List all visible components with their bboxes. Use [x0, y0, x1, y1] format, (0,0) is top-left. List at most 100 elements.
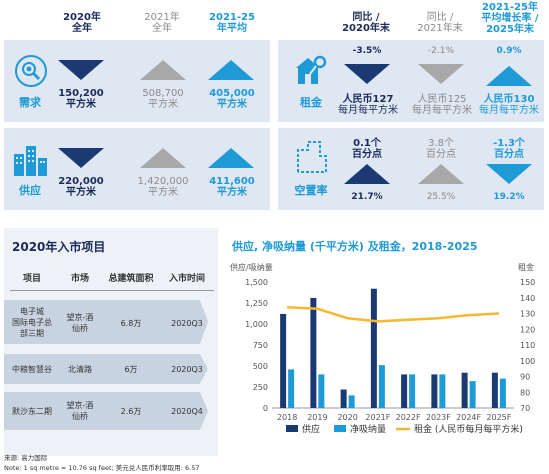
vacancy-change-avg: -1.3个 百分点 — [493, 138, 525, 160]
bar-supply — [491, 372, 498, 408]
table-header-divider — [10, 290, 214, 291]
y-tick-label: 0 — [263, 404, 268, 413]
legend-label-supply: 供应 — [302, 423, 320, 435]
demand-value-2020: 150,200 平方米 — [58, 88, 104, 110]
x-tick-label: 2023F — [426, 413, 451, 422]
table-row-2-project: 中粮智慧谷 — [12, 365, 52, 374]
demand-label: 需求 — [19, 96, 41, 109]
legend-swatch-supply — [286, 425, 298, 432]
demand-value-avg: 405,000 平方米 — [209, 88, 255, 110]
table-row-1-project: 电子城 国际电子总 部三期 — [12, 307, 52, 338]
vacancy-down-arrow-blue — [486, 164, 532, 188]
supply-panel — [4, 128, 270, 210]
bar-supply — [340, 389, 347, 408]
bar-absorption — [288, 369, 295, 408]
vacant-building-icon — [294, 140, 330, 174]
bar-absorption — [409, 374, 416, 408]
bar-absorption — [348, 395, 355, 408]
y-tick-label: 750 — [253, 341, 268, 350]
vacancy-value-2020: 21.7% — [351, 192, 383, 202]
y-tick-label: 250 — [253, 383, 268, 392]
y-tick-label: 1,250 — [245, 299, 268, 308]
rent-down-arrow-grey — [418, 64, 464, 88]
col-header-time: 入市时间 — [168, 274, 205, 284]
supply-label: 供应 — [19, 184, 41, 197]
legend-swatch-absorption — [334, 425, 346, 432]
table-row-2-market: 北清路 — [68, 365, 92, 374]
y2-tick-label: 70 — [520, 404, 530, 413]
x-tick-label: 2019 — [307, 413, 327, 422]
y2-tick-label: 80 — [520, 388, 530, 397]
vacancy-up-arrow-grey — [418, 164, 464, 188]
col-header-market: 市场 — [70, 274, 89, 284]
demand-value-2021: 508,700 平方米 — [142, 88, 184, 110]
rent-yoy-2020: -3.5% — [352, 46, 382, 56]
rent-up-arrow-blue — [486, 66, 532, 90]
x-tick-label: 2022F — [396, 413, 421, 422]
y-axis-label: 供应/吸纳量 — [230, 263, 273, 272]
supply-up-arrow-blue — [208, 148, 254, 172]
bar-absorption — [318, 374, 325, 408]
table-row-3-project: 默沙东二期 — [12, 407, 52, 416]
table-row-3-market: 望京-酒 仙桥 — [66, 401, 94, 421]
table-row-1-market: 望京-酒 仙桥 — [66, 313, 94, 333]
house-key-icon — [292, 52, 330, 88]
rent-value-2020: 人民币127 每月每平方米 — [338, 94, 398, 116]
x-tick-label: 2020 — [337, 413, 357, 422]
demand-up-arrow-blue — [208, 60, 254, 84]
header-yoy-2021: 同比 /2021年末 — [417, 12, 463, 34]
y-tick-label: 1,000 — [245, 320, 268, 329]
x-tick-label: 2025F — [486, 413, 511, 422]
header-2020: 2020年 全年 — [63, 12, 101, 34]
bar-supply — [431, 374, 438, 408]
x-tick-label: 2018 — [277, 413, 297, 422]
bar-supply — [461, 372, 468, 408]
bar-absorption — [439, 374, 446, 408]
rent-avg-growth: 0.9% — [496, 46, 522, 56]
supply-down-arrow — [58, 148, 104, 172]
y2-tick-label: 150 — [520, 278, 535, 287]
vacancy-label: 空置率 — [294, 184, 328, 197]
line-rent — [287, 305, 499, 323]
header-2021: 2021年 全年 — [144, 12, 180, 34]
demand-down-arrow — [58, 60, 104, 84]
supply-value-2021: 1,420,000 平方米 — [137, 176, 189, 198]
header-avg-growth: 2021-25年 平均增长率 /2025年末 — [481, 2, 539, 35]
supply-value-avg: 411,600 平方米 — [209, 176, 255, 198]
rent-value-2025: 人民币130 每月每平方米 — [479, 94, 539, 116]
source-note: 来源: 高力国际 — [4, 454, 48, 462]
chart-title: 供应, 净吸纳量 (千平方米) 及租金，2018-2025 — [232, 240, 478, 253]
vacancy-value-2025: 19.2% — [493, 192, 525, 202]
bar-absorption — [499, 378, 506, 408]
legend-label-absorption: 净吸纳量 — [350, 423, 386, 435]
supply-value-2020: 220,000 平方米 — [58, 176, 104, 198]
table-row-bg — [4, 392, 208, 430]
table-row-2-time: 2020Q3 — [171, 365, 203, 374]
y2-tick-label: 130 — [520, 310, 535, 319]
buildings-icon — [12, 144, 48, 176]
x-tick-label: 2021F — [365, 413, 390, 422]
table-row-bg — [4, 300, 208, 344]
col-header-project: 项目 — [22, 274, 41, 284]
bar-supply — [280, 313, 287, 408]
bar-supply — [310, 297, 317, 408]
unit-note: Note: 1 sq metre = 10.76 sq feet; 美元兑人民币… — [4, 464, 200, 472]
bar-absorption — [469, 381, 476, 408]
table-row-1-area: 6.8万 — [120, 319, 142, 328]
projects-table-title: 2020年入市项目 — [12, 240, 106, 254]
table-row-3-time: 2020Q4 — [171, 407, 203, 416]
demand-up-arrow-grey — [140, 60, 186, 84]
rent-value-2021: 人民币125 每月每平方米 — [412, 94, 472, 116]
y2-tick-label: 100 — [520, 357, 535, 366]
y2-tick-label: 120 — [520, 325, 535, 334]
y2-tick-label: 90 — [520, 373, 530, 382]
vacancy-change-2021: 3.8个 百分点 — [426, 138, 456, 160]
header-2021-25: 2021-25 年平均 — [209, 12, 255, 34]
vacancy-change-2020: 0.1个 百分点 — [352, 138, 382, 160]
vacancy-value-2021: 25.5% — [426, 192, 456, 202]
table-row-3-area: 2.6万 — [120, 407, 142, 416]
rent-yoy-2021: -2.1% — [427, 46, 455, 56]
table-row-bg — [4, 354, 208, 384]
y2-tick-label: 110 — [520, 341, 535, 350]
col-header-area: 总建筑面积 — [108, 274, 154, 284]
